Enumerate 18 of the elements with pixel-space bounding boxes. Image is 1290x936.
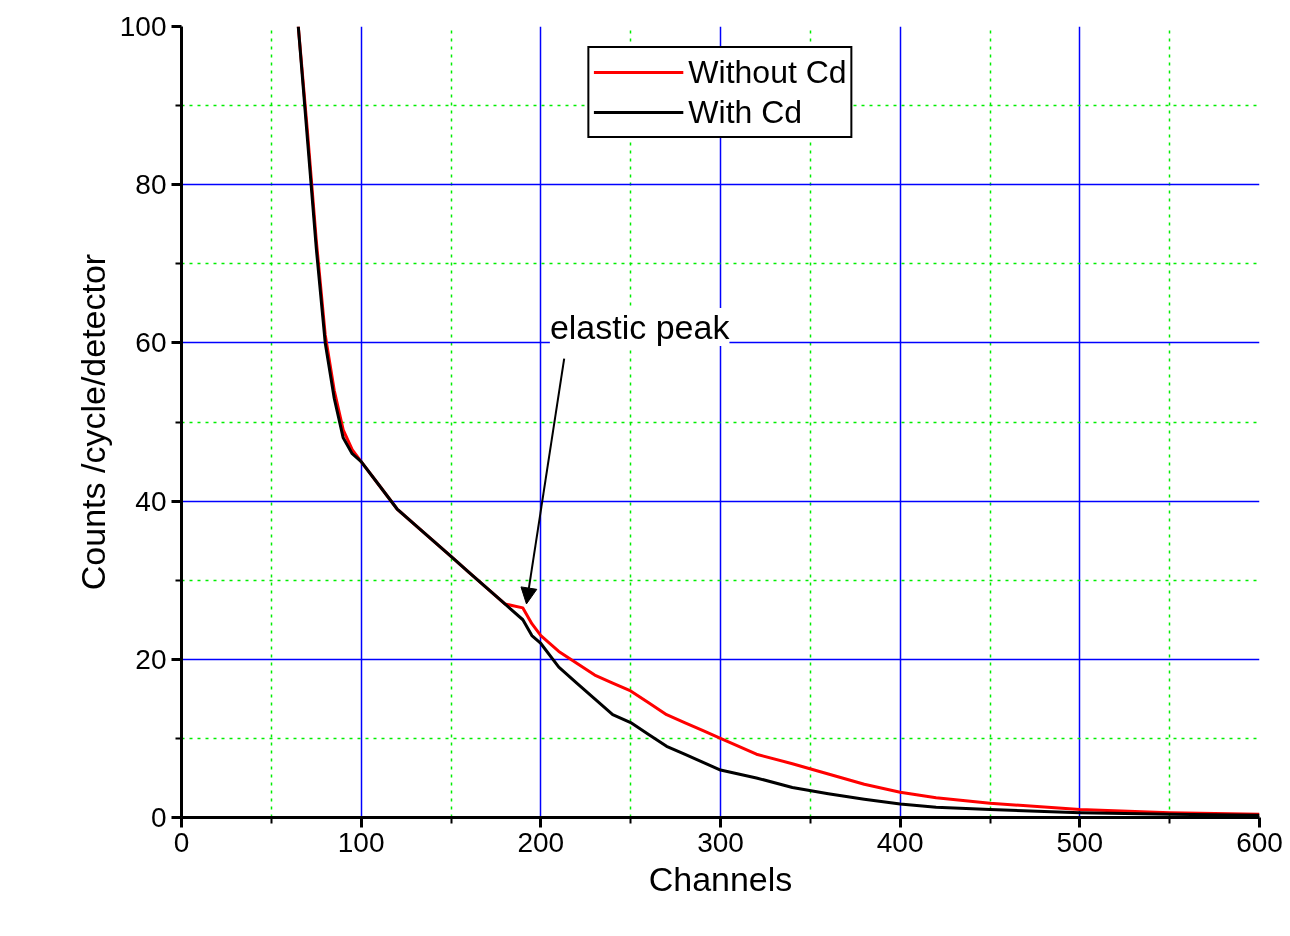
y-tick-label: 80: [135, 169, 167, 201]
y-axis-title: Counts /cycle/detector: [73, 253, 112, 591]
legend-label: Without Cd: [688, 52, 847, 92]
annotation: elastic peak: [549, 308, 731, 347]
y-tick-label: 20: [135, 643, 167, 675]
x-axis-title: Channels: [648, 859, 793, 898]
x-tick-label: 100: [337, 826, 385, 858]
y-tick-label: 100: [119, 11, 167, 42]
x-tick-label: 600: [1236, 826, 1283, 858]
y-tick-label: 40: [135, 485, 167, 517]
x-tick-label: 0: [173, 826, 190, 858]
x-tick-label: 300: [697, 826, 744, 858]
x-tick-label: 400: [876, 826, 924, 858]
x-tick-label: 200: [517, 826, 565, 858]
y-tick-label: 60: [135, 327, 167, 359]
x-tick-label: 500: [1056, 826, 1104, 858]
y-tick-label: 0: [150, 802, 167, 833]
legend-label: With Cd: [688, 92, 803, 132]
